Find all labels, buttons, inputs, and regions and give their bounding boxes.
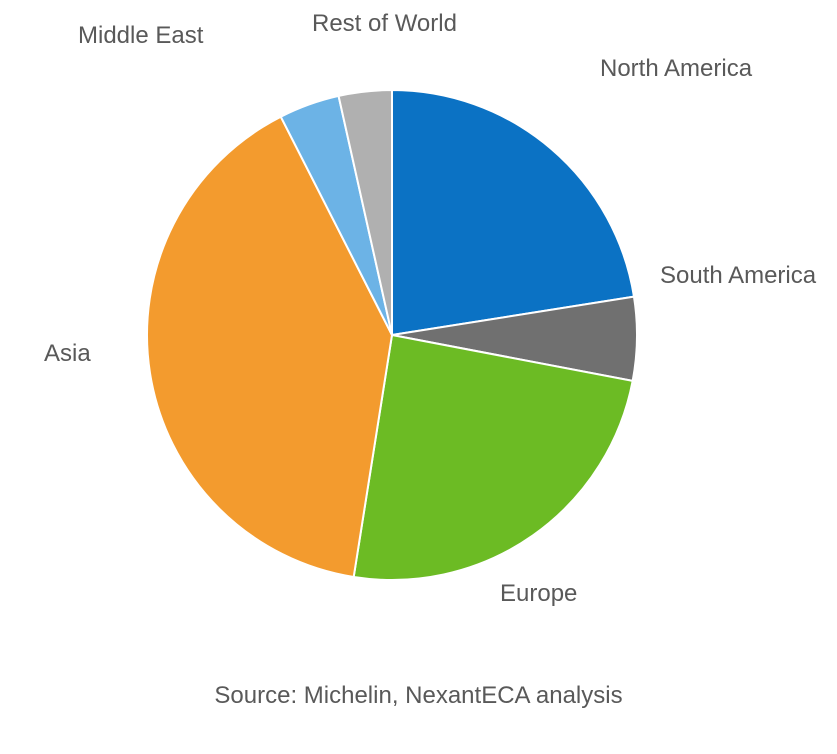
pie-slice-label: Europe xyxy=(500,580,577,609)
pie-chart xyxy=(145,88,639,587)
pie-slice-label: Middle East xyxy=(78,22,203,51)
pie-slice-label: South America xyxy=(660,262,816,291)
pie-chart-container: North America South America Europe Asia Midd… xyxy=(0,0,837,754)
pie-slice-label: Rest of World xyxy=(312,10,457,39)
pie-slice-label: Asia xyxy=(44,340,91,369)
chart-source-caption: Source: Michelin, NexantECA analysis xyxy=(0,682,837,710)
pie-slice xyxy=(392,90,634,335)
pie-slice-label: North America xyxy=(600,55,752,84)
